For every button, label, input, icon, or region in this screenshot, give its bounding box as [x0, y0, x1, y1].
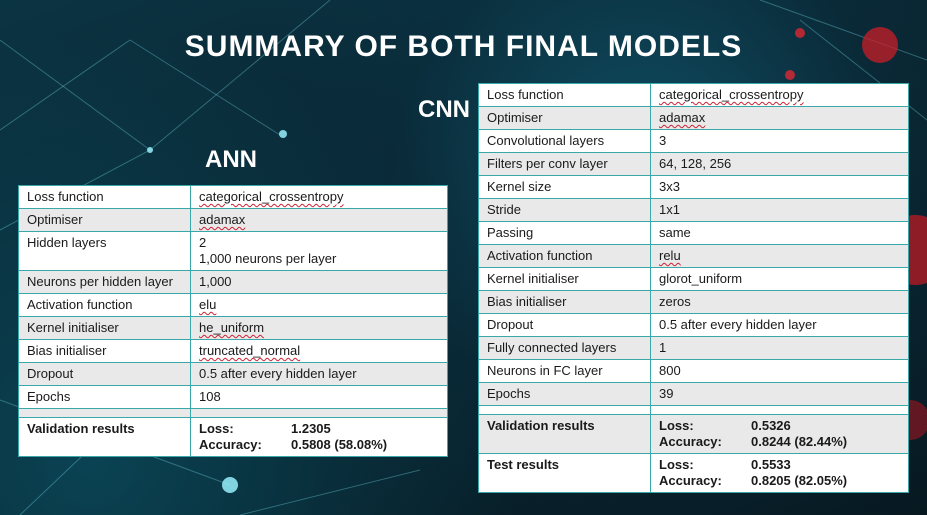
table-row: Bias initialiser truncated_normal — [18, 339, 448, 363]
table-row: Epochs 39 — [478, 382, 909, 406]
table-row: Dropout 0.5 after every hidden layer — [478, 313, 909, 337]
row-key: Loss function — [18, 185, 191, 209]
row-key: Neurons in FC layer — [478, 359, 651, 383]
table-row: Kernel initialiser glorot_uniform — [478, 267, 909, 291]
table-row: Activation function elu — [18, 293, 448, 317]
row-key: Kernel size — [478, 175, 651, 199]
row-value: zeros — [650, 290, 909, 314]
row-value: adamax — [650, 106, 909, 130]
table-row: Passing same — [478, 221, 909, 245]
table-row: Neurons in FC layer 800 — [478, 359, 909, 383]
row-value: 1 — [650, 336, 909, 360]
row-value: 1,000 — [190, 270, 448, 294]
row-value: Loss: 0.5533 Accuracy: 0.8205 (82.05%) — [650, 453, 909, 493]
ann-label: ANN — [205, 146, 257, 173]
row-value: adamax — [190, 208, 448, 232]
row-value: 3x3 — [650, 175, 909, 199]
table-row: Loss function categorical_crossentropy — [478, 83, 909, 107]
row-key: Activation function — [478, 244, 651, 268]
row-value: 0.5 after every hidden layer — [190, 362, 448, 386]
table-spacer — [478, 405, 909, 415]
row-value: elu — [190, 293, 448, 317]
table-row: Convolutional layers 3 — [478, 129, 909, 153]
row-value: Loss: 1.2305 Accuracy: 0.5808 (58.08%) — [190, 417, 448, 457]
row-key: Test results — [478, 453, 651, 493]
page-title: SUMMARY OF BOTH FINAL MODELS — [184, 30, 743, 63]
row-value: same — [650, 221, 909, 245]
row-key: Dropout — [18, 362, 191, 386]
table-row: Filters per conv layer 64, 128, 256 — [478, 152, 909, 176]
table-spacer — [18, 408, 448, 418]
row-key: Dropout — [478, 313, 651, 337]
row-value: Loss: 0.5326 Accuracy: 0.8244 (82.44%) — [650, 414, 909, 454]
row-value: categorical_crossentropy — [650, 83, 909, 107]
row-key: Epochs — [478, 382, 651, 406]
row-value: relu — [650, 244, 909, 268]
row-key: Fully connected layers — [478, 336, 651, 360]
row-value: 64, 128, 256 — [650, 152, 909, 176]
row-key: Kernel initialiser — [478, 267, 651, 291]
row-value: 3 — [650, 129, 909, 153]
row-value: truncated_normal — [190, 339, 448, 363]
table-row: Stride 1x1 — [478, 198, 909, 222]
row-value: 108 — [190, 385, 448, 409]
table-row: Kernel initialiser he_uniform — [18, 316, 448, 340]
cnn-label: CNN — [418, 96, 470, 123]
table-row: Epochs 108 — [18, 385, 448, 409]
row-key: Optimiser — [18, 208, 191, 232]
row-key: Validation results — [478, 414, 651, 454]
table-row: Optimiser adamax — [18, 208, 448, 232]
table-row: Kernel size 3x3 — [478, 175, 909, 199]
row-key: Kernel initialiser — [18, 316, 191, 340]
row-key: Bias initialiser — [478, 290, 651, 314]
ann-summary-table: Loss function categorical_crossentropy O… — [18, 185, 448, 457]
cnn-summary-table: Loss function categorical_crossentropy O… — [478, 83, 909, 493]
row-value: 39 — [650, 382, 909, 406]
row-key: Epochs — [18, 385, 191, 409]
validation-results-row: Validation results Loss: 1.2305 Accuracy:… — [18, 417, 448, 457]
row-value: 1x1 — [650, 198, 909, 222]
row-key: Stride — [478, 198, 651, 222]
row-value: 2 1,000 neurons per layer — [190, 231, 448, 271]
row-key: Optimiser — [478, 106, 651, 130]
row-key: Validation results — [18, 417, 191, 457]
row-key: Loss function — [478, 83, 651, 107]
row-key: Neurons per hidden layer — [18, 270, 191, 294]
row-value: 0.5 after every hidden layer — [650, 313, 909, 337]
row-value: glorot_uniform — [650, 267, 909, 291]
table-row: Optimiser adamax — [478, 106, 909, 130]
table-row: Dropout 0.5 after every hidden layer — [18, 362, 448, 386]
row-key: Passing — [478, 221, 651, 245]
row-key: Hidden layers — [18, 231, 191, 271]
validation-results-row: Validation results Loss: 0.5326 Accuracy:… — [478, 414, 909, 454]
table-row: Activation function relu — [478, 244, 909, 268]
row-key: Bias initialiser — [18, 339, 191, 363]
table-row: Fully connected layers 1 — [478, 336, 909, 360]
row-key: Activation function — [18, 293, 191, 317]
table-row: Loss function categorical_crossentropy — [18, 185, 448, 209]
row-value: 800 — [650, 359, 909, 383]
row-value: categorical_crossentropy — [190, 185, 448, 209]
table-row: Neurons per hidden layer 1,000 — [18, 270, 448, 294]
table-row: Bias initialiser zeros — [478, 290, 909, 314]
row-key: Filters per conv layer — [478, 152, 651, 176]
row-value: he_uniform — [190, 316, 448, 340]
table-row: Hidden layers 2 1,000 neurons per layer — [18, 231, 448, 271]
row-key: Convolutional layers — [478, 129, 651, 153]
test-results-row: Test results Loss: 0.5533 Accuracy: 0.8205… — [478, 453, 909, 493]
